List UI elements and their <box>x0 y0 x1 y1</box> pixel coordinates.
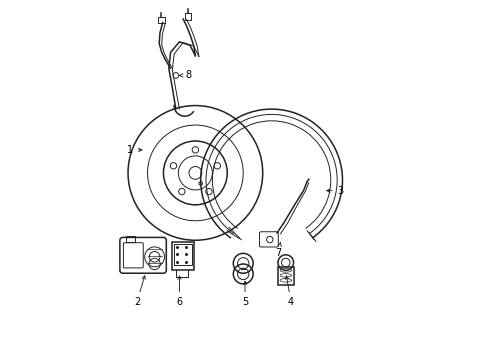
Text: 8: 8 <box>179 71 192 80</box>
Bar <box>158 17 165 23</box>
Text: 1: 1 <box>127 145 142 155</box>
Text: 7: 7 <box>275 242 282 258</box>
Bar <box>126 236 135 242</box>
Text: 3: 3 <box>327 186 344 195</box>
Bar <box>174 244 192 265</box>
Bar <box>185 13 191 20</box>
Bar <box>172 242 194 270</box>
Text: 5: 5 <box>242 281 248 307</box>
Text: 6: 6 <box>176 276 182 307</box>
Text: 4: 4 <box>285 276 294 307</box>
Bar <box>278 267 294 284</box>
Text: 2: 2 <box>134 276 146 307</box>
